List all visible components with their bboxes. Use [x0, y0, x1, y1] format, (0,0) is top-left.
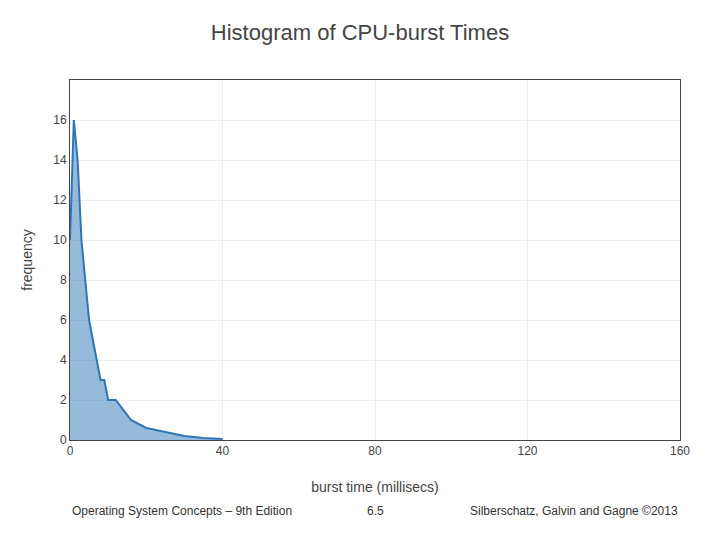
svg-text:6: 6 — [60, 313, 67, 327]
svg-text:2: 2 — [60, 393, 67, 407]
svg-text:burst time (millisecs): burst time (millisecs) — [311, 479, 439, 495]
svg-text:160: 160 — [670, 444, 690, 458]
svg-text:4: 4 — [60, 353, 67, 367]
svg-text:0: 0 — [60, 433, 67, 447]
svg-text:10: 10 — [53, 233, 67, 247]
svg-text:Histogram of CPU-burst Times: Histogram of CPU-burst Times — [211, 20, 509, 45]
svg-text:Operating System Concepts – 9t: Operating System Concepts – 9th Edition — [72, 504, 292, 518]
svg-text:8: 8 — [60, 273, 67, 287]
svg-text:16: 16 — [53, 113, 67, 127]
svg-text:0: 0 — [67, 444, 74, 458]
svg-text:Silberschatz, Galvin and Gagne: Silberschatz, Galvin and Gagne ©2013 — [470, 504, 678, 518]
svg-text:14: 14 — [53, 153, 67, 167]
svg-text:12: 12 — [53, 193, 67, 207]
svg-text:80: 80 — [368, 444, 382, 458]
svg-text:6.5: 6.5 — [367, 504, 384, 518]
svg-text:frequency: frequency — [19, 229, 35, 290]
svg-text:120: 120 — [517, 444, 537, 458]
svg-text:40: 40 — [216, 444, 230, 458]
